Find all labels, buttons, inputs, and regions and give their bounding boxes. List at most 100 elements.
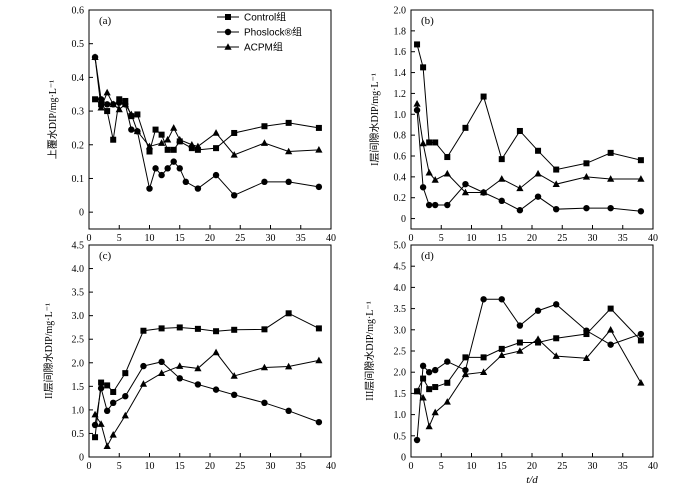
data-point — [637, 157, 644, 164]
data-point — [212, 129, 220, 136]
series-line — [416, 103, 641, 193]
data-point — [516, 347, 524, 354]
series-line — [416, 44, 642, 171]
data-point — [443, 169, 451, 177]
data-point — [176, 135, 184, 143]
x-tick-label: 35 — [618, 461, 628, 472]
y-tick-label: 0.5 — [394, 431, 407, 442]
data-point — [92, 96, 99, 103]
data-point — [285, 119, 292, 126]
y-tick-label: 3.0 — [394, 325, 407, 336]
data-point — [230, 151, 238, 158]
data-point — [637, 208, 645, 215]
data-point — [426, 139, 433, 146]
data-point — [425, 422, 433, 430]
x-tick-label: 20 — [205, 233, 215, 244]
data-point — [553, 166, 560, 173]
data-point — [516, 207, 524, 214]
data-point — [553, 301, 560, 308]
y-tick-label: 0.6 — [72, 6, 85, 17]
data-point — [420, 375, 427, 382]
data-point — [516, 339, 523, 346]
y-tick-label: 0.4 — [394, 172, 407, 183]
y-tick-label: 1.0 — [394, 110, 407, 121]
y-tick-label: 1.5 — [72, 382, 85, 393]
data-point — [98, 379, 105, 386]
y-tick-label: 2.5 — [72, 335, 85, 346]
data-point — [170, 158, 177, 165]
data-point — [432, 384, 439, 391]
y-tick-label: 3.5 — [394, 304, 407, 315]
data-point — [285, 147, 293, 155]
legend: Control组 Phoslock®组 ACPM组 — [217, 11, 302, 54]
data-point — [158, 358, 165, 366]
panel-3: 0 5 10 15 20 25 30 35 40 0 0.5 1.0 1.5 2.0 2.5 3.0 3.5 4.… — [42, 241, 336, 473]
x-tick-label: 25 — [235, 461, 245, 472]
series-triangle — [413, 100, 645, 196]
series-square — [92, 310, 322, 441]
x-tick-label: 25 — [557, 233, 567, 244]
data-point — [213, 145, 220, 152]
data-point — [420, 64, 427, 71]
data-point — [315, 146, 323, 153]
data-point — [534, 193, 542, 200]
x-tick-label: 40 — [648, 461, 658, 472]
series-line — [94, 361, 320, 426]
data-point — [516, 127, 523, 134]
data-point — [176, 324, 183, 331]
plot-frame — [410, 9, 654, 230]
data-point — [413, 436, 421, 444]
y-tick-label: 1.8 — [394, 26, 407, 37]
data-point — [109, 100, 117, 108]
data-point — [498, 197, 505, 205]
data-point — [425, 168, 433, 176]
y-tick-label: 3.5 — [72, 288, 85, 299]
legend-label: ACPM组 — [244, 41, 283, 54]
data-point — [419, 139, 427, 147]
data-point — [91, 410, 99, 418]
y-tick-label: 0.2 — [394, 193, 407, 204]
data-point — [176, 362, 184, 369]
data-point — [461, 370, 470, 378]
series-line — [416, 298, 642, 441]
x-tick-label: 0 — [409, 233, 414, 244]
data-point — [152, 165, 159, 172]
data-point — [212, 171, 220, 179]
y-tick-label: 1.2 — [394, 89, 407, 100]
data-point — [121, 100, 129, 108]
x-tick-label: 20 — [205, 461, 215, 472]
data-point — [134, 111, 141, 118]
data-point — [122, 370, 129, 377]
data-point — [97, 420, 105, 427]
series-line — [416, 307, 642, 392]
data-point — [97, 385, 105, 392]
y-tick-label: 1.4 — [394, 68, 407, 79]
data-point — [498, 175, 506, 182]
data-point — [534, 307, 542, 314]
x-tick-label: 0 — [87, 233, 92, 244]
series-triangle — [91, 348, 323, 449]
data-point — [480, 93, 487, 100]
plot-frame — [88, 244, 332, 458]
data-point — [139, 380, 148, 387]
y-tick-label: 3.0 — [72, 311, 85, 322]
data-point — [419, 184, 427, 191]
x-tick-label: 10 — [145, 461, 155, 472]
data-point — [637, 330, 645, 338]
series-line — [94, 57, 319, 156]
data-point — [212, 386, 220, 393]
data-point — [419, 393, 427, 401]
y-tick-label: 4.5 — [72, 241, 85, 252]
data-point — [145, 142, 154, 150]
data-point — [534, 169, 542, 177]
data-point — [607, 149, 614, 156]
y-tick-label: 0 — [79, 208, 84, 219]
data-point — [91, 421, 99, 429]
x-tick-label: 15 — [497, 461, 507, 472]
legend-marker — [225, 14, 231, 20]
data-point — [104, 382, 111, 389]
y-tick-label: 2.0 — [72, 358, 85, 369]
panel-label: (a) — [99, 15, 112, 27]
series-line — [94, 57, 319, 196]
